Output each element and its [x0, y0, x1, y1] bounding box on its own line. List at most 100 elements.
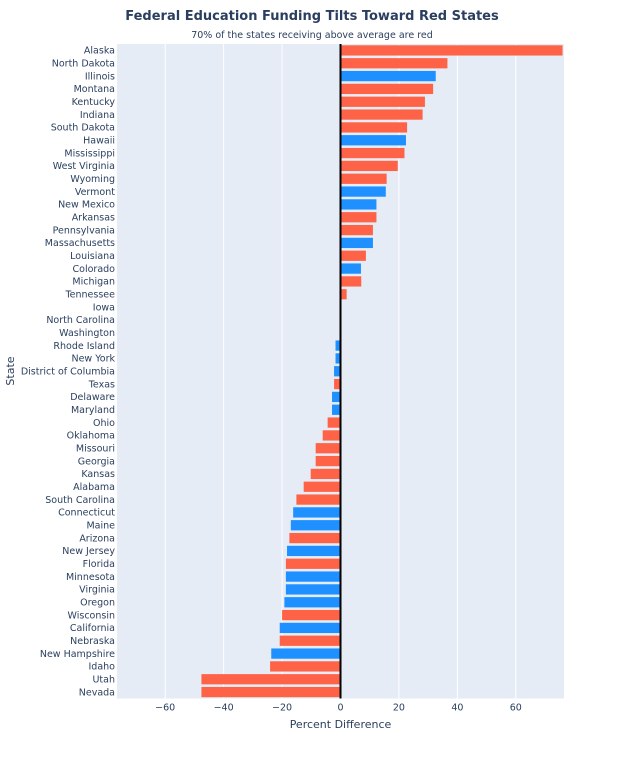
- y-tick-label: Ohio: [93, 418, 115, 429]
- y-tick-label: Wyoming: [70, 174, 115, 185]
- bar-oregon: [284, 597, 341, 608]
- chart-title: Federal Education Funding Tilts Toward R…: [125, 9, 499, 24]
- bar-alabama: [303, 481, 341, 492]
- y-tick-label: Iowa: [93, 302, 115, 313]
- y-tick-label: Michigan: [72, 277, 115, 288]
- y-tick-label: Alabama: [73, 482, 115, 493]
- bar-georgia: [315, 455, 341, 467]
- bar-illinois: [340, 70, 436, 82]
- y-tick-label: West Virginia: [53, 161, 115, 172]
- y-tick-label: New York: [71, 354, 115, 365]
- y-tick-label: Rhode Island: [53, 341, 115, 352]
- y-tick-label: Colorado: [73, 264, 116, 275]
- bar-south-carolina: [296, 494, 341, 505]
- bar-rhode-island: [335, 340, 341, 351]
- bar-alaska: [340, 45, 563, 56]
- y-tick-label: California: [70, 623, 115, 634]
- bar-california: [279, 622, 341, 634]
- y-tick-label: Louisiana: [70, 251, 115, 262]
- x-tick-label: 40: [451, 703, 463, 714]
- y-tick-label: Alaska: [84, 46, 115, 57]
- bar-vermont: [340, 186, 386, 197]
- bar-utah: [201, 674, 341, 685]
- y-tick-label: North Carolina: [46, 315, 115, 326]
- y-tick-label: Kansas: [81, 469, 115, 480]
- y-tick-label: Georgia: [78, 456, 115, 467]
- y-tick-label: South Carolina: [45, 495, 115, 506]
- y-tick-label: Nevada: [79, 687, 115, 698]
- bar-new-jersey: [287, 545, 341, 557]
- y-tick-label: South Dakota: [51, 123, 115, 134]
- bar-indiana: [340, 109, 423, 120]
- bar-hawaii: [340, 135, 406, 146]
- bar-idaho: [270, 661, 341, 672]
- y-tick-label: Texas: [88, 379, 115, 390]
- y-tick-label: Maryland: [71, 405, 115, 416]
- bar-maryland: [332, 404, 341, 415]
- y-tick-label: Mississippi: [64, 148, 115, 159]
- bar-missouri: [315, 443, 341, 454]
- bar-north-dakota: [340, 58, 448, 69]
- x-tick-label: −20: [272, 703, 292, 714]
- y-tick-label: Delaware: [70, 392, 115, 403]
- y-tick-label: Oregon: [80, 598, 115, 609]
- bar-wyoming: [340, 173, 387, 184]
- y-tick-label: Montana: [74, 84, 115, 95]
- bar-colorado: [340, 263, 361, 274]
- bar-connecticut: [293, 507, 341, 518]
- bar-wisconsin: [282, 609, 341, 621]
- bar-maine: [290, 520, 341, 531]
- y-tick-label: Maine: [86, 521, 115, 532]
- y-tick-label: Arkansas: [72, 213, 115, 224]
- bar-mississippi: [340, 147, 405, 159]
- y-tick-label: Virginia: [79, 585, 115, 596]
- y-tick-label: Minnesota: [66, 572, 115, 583]
- bar-montana: [340, 83, 434, 95]
- y-tick-label: Wisconsin: [68, 610, 115, 621]
- bar-west-virginia: [340, 160, 398, 172]
- bar-tennessee: [340, 289, 347, 300]
- y-tick-label: Kentucky: [72, 97, 116, 108]
- x-tick-label: 20: [393, 703, 405, 714]
- bar-south-dakota: [340, 122, 408, 133]
- bar-new-hampshire: [271, 648, 341, 659]
- x-axis-title: Percent Difference: [290, 718, 392, 731]
- bar-pennsylvania: [340, 224, 373, 236]
- y-tick-label: Connecticut: [58, 508, 115, 519]
- chart-subtitle: 70% of the states receiving above averag…: [191, 30, 433, 41]
- bar-michigan: [340, 276, 362, 287]
- x-tick-label: −40: [214, 703, 234, 714]
- bar-delaware: [332, 391, 341, 403]
- bar-new-mexico: [340, 199, 377, 210]
- y-tick-label: Hawaii: [83, 136, 115, 147]
- bar-louisiana: [340, 250, 366, 261]
- y-tick-label: North Dakota: [52, 59, 115, 70]
- y-tick-label: New Mexico: [58, 200, 115, 211]
- y-tick-label: Oklahoma: [67, 431, 115, 442]
- y-tick-label: Tennessee: [64, 290, 115, 301]
- bar-kansas: [310, 468, 341, 480]
- x-tick-label: 0: [337, 703, 343, 714]
- x-tick-label: −60: [155, 703, 175, 714]
- bar-florida: [285, 558, 341, 569]
- y-tick-label: Florida: [83, 559, 115, 570]
- bar-oklahoma: [322, 430, 341, 441]
- y-tick-label: Indiana: [80, 110, 115, 121]
- bar-nevada: [201, 686, 341, 698]
- y-tick-label: New Hampshire: [40, 649, 115, 660]
- x-tick-label: 60: [510, 703, 522, 714]
- bar-district-of-columbia: [334, 366, 341, 377]
- bar-nebraska: [279, 635, 341, 646]
- bar-virginia: [285, 584, 341, 595]
- y-tick-label: Vermont: [75, 187, 115, 198]
- bar-arkansas: [340, 212, 377, 223]
- y-tick-label: Utah: [92, 675, 115, 686]
- y-tick-label: Illinois: [85, 71, 115, 82]
- y-tick-label: Arizona: [79, 533, 115, 544]
- y-tick-label: Missouri: [76, 444, 115, 455]
- bar-new-york: [335, 353, 341, 364]
- y-tick-label: Pennsylvania: [53, 225, 115, 236]
- bar-minnesota: [285, 571, 341, 582]
- y-tick-label: Nebraska: [70, 636, 115, 647]
